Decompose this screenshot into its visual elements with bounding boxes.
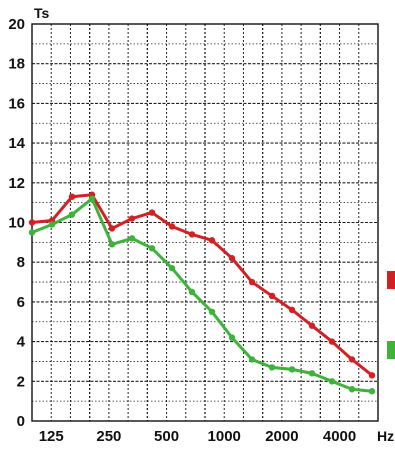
y-tick-label: 16 bbox=[8, 95, 25, 112]
series-1-point bbox=[128, 215, 136, 222]
series-1-point bbox=[308, 322, 316, 329]
legend-swatch-1 bbox=[387, 271, 395, 289]
series-1-point bbox=[368, 372, 376, 379]
series-2-point bbox=[168, 264, 176, 272]
series-line-1 bbox=[31, 193, 373, 377]
tick-labels: 0 2 4 6 8 10 12 14 16 18 20 125 250 500 1000 2000 4000 Ts… bbox=[8, 5, 394, 445]
series-1-point bbox=[348, 356, 356, 363]
series-1-point bbox=[148, 209, 156, 216]
series-1-point bbox=[28, 219, 36, 226]
y-tick-label: 4 bbox=[17, 334, 26, 351]
series-1-point bbox=[248, 278, 256, 286]
y-tick-label: 18 bbox=[8, 56, 25, 73]
series-2-point bbox=[108, 241, 116, 248]
series-1-point bbox=[168, 223, 176, 230]
y-tick-label: 20 bbox=[8, 16, 25, 33]
series-2-point bbox=[28, 229, 36, 236]
series-2-point bbox=[328, 378, 336, 385]
series-2-point bbox=[148, 245, 156, 252]
y-tick-label: 14 bbox=[8, 135, 25, 152]
series-2-point bbox=[308, 370, 316, 377]
x-tick-label: 125 bbox=[39, 428, 64, 445]
x-tick-label: 1000 bbox=[208, 428, 241, 445]
y-tick-label: 12 bbox=[8, 175, 25, 192]
series-2-point bbox=[68, 211, 76, 218]
series-2-point bbox=[88, 195, 96, 202]
series-layer bbox=[28, 191, 376, 395]
y-tick-label: 0 bbox=[17, 413, 25, 430]
series-1-point bbox=[328, 338, 336, 345]
series-line-2 bbox=[31, 197, 373, 393]
x-unit-label: Hz bbox=[377, 428, 394, 444]
series-1-point bbox=[108, 225, 116, 232]
series-1-point bbox=[208, 237, 216, 244]
series-2-point bbox=[288, 366, 296, 373]
y-tick-label: 10 bbox=[8, 215, 25, 232]
x-tick-label: 4000 bbox=[323, 428, 356, 445]
x-tick-label: 500 bbox=[154, 428, 179, 445]
legend-swatch-2 bbox=[387, 341, 395, 359]
series-2-point bbox=[188, 288, 196, 296]
x-tick-label: 2000 bbox=[265, 428, 298, 445]
series-1-point bbox=[188, 231, 196, 238]
y-tick-label: 6 bbox=[17, 294, 25, 311]
legend bbox=[387, 271, 395, 359]
series-1-point bbox=[228, 255, 236, 262]
series-2-point bbox=[48, 221, 56, 228]
series-2-point bbox=[208, 308, 216, 316]
series-2-point bbox=[268, 364, 276, 371]
series-2-point bbox=[348, 386, 356, 393]
series-2-point bbox=[228, 334, 236, 341]
y-tick-label: 2 bbox=[17, 373, 25, 390]
grid bbox=[32, 24, 378, 421]
series-2-point bbox=[128, 235, 136, 242]
x-tick-label: 250 bbox=[96, 428, 121, 445]
series-1-point bbox=[288, 306, 296, 314]
y-unit-label: Ts bbox=[34, 5, 50, 21]
series-1-point bbox=[68, 193, 76, 200]
y-tick-label: 8 bbox=[17, 254, 25, 271]
series-1-point bbox=[268, 292, 276, 300]
series-2-point bbox=[248, 356, 256, 363]
series-2-point bbox=[368, 388, 376, 395]
